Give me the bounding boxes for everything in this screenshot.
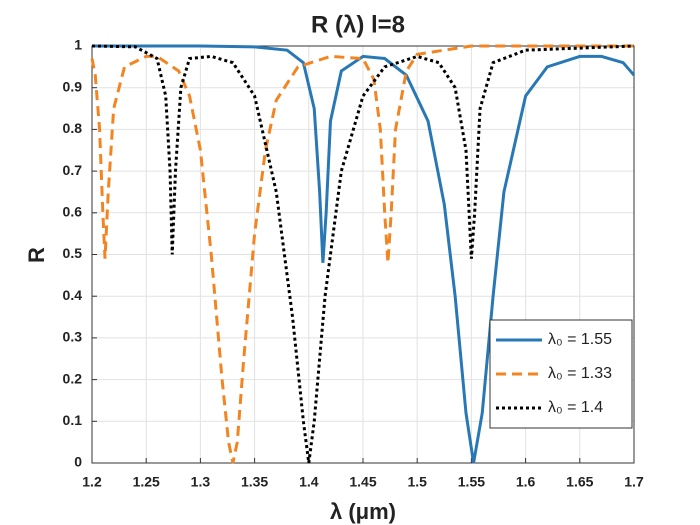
chart-title: R (λ) l=8 (311, 11, 405, 38)
x-tick-label: 1.3 (191, 474, 211, 490)
y-tick-label: 0.8 (63, 120, 83, 136)
x-tick-label: 1.4 (299, 474, 319, 490)
y-tick-label: 0.2 (63, 370, 83, 386)
y-tick-label: 0.4 (63, 287, 83, 303)
x-tick-label: 1.45 (349, 474, 376, 490)
y-tick-label: 0.7 (63, 162, 83, 178)
plot-frame (91, 45, 635, 464)
legend-label: λ₀ = 1.4 (548, 399, 603, 416)
x-tick-label: 1.7 (624, 474, 644, 490)
y-tick-label: 0.5 (63, 245, 83, 261)
x-tick-label: 1.25 (133, 474, 160, 490)
x-tick-label: 1.55 (458, 474, 485, 490)
x-tick-label: 1.2 (82, 474, 102, 490)
y-tick-label: 0 (74, 454, 82, 470)
series-line (91, 44, 635, 464)
y-tick-label: 1 (74, 37, 82, 53)
x-tick-label: 1.65 (566, 474, 593, 490)
y-tick-label: 0.6 (63, 204, 83, 220)
legend-label: λ₀ = 1.55 (548, 331, 612, 348)
y-tick-label: 0.9 (63, 78, 83, 94)
y-tick-label: 0.3 (63, 329, 83, 345)
x-axis-label: λ (μm) (330, 499, 396, 524)
x-tick-label: 1.5 (407, 474, 427, 490)
legend-label: λ₀ = 1.33 (548, 365, 612, 382)
series-line (92, 44, 636, 464)
x-tick-label: 1.35 (241, 474, 268, 490)
y-tick-label: 0.1 (63, 412, 83, 428)
x-tick-label: 1.6 (516, 474, 536, 490)
y-axis-label: R (24, 247, 49, 263)
series-line (90, 44, 634, 464)
